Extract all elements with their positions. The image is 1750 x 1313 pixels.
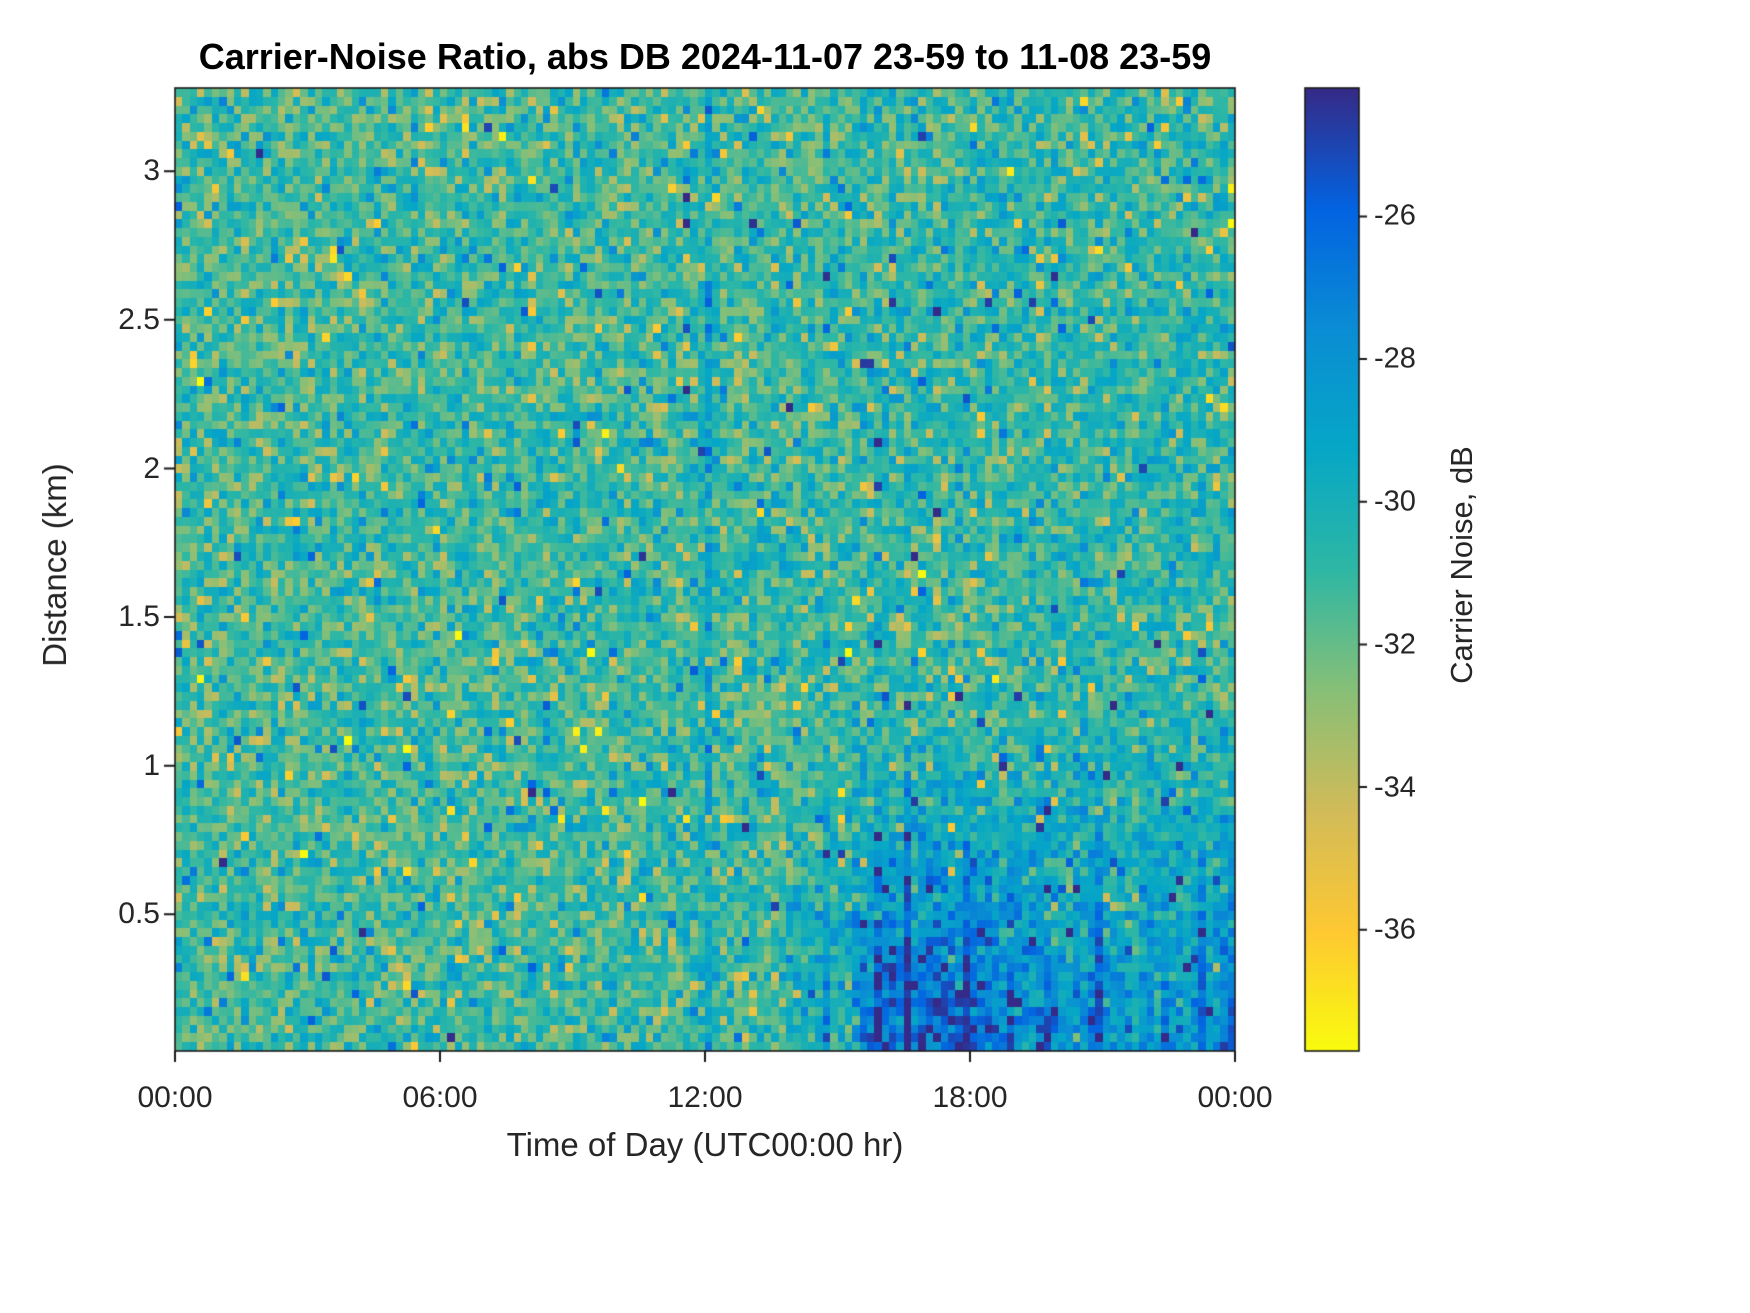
y-axis-label: Distance (km) <box>36 463 73 667</box>
x-axis-label: Time of Day (UTC00:00 hr) <box>506 1126 904 1163</box>
colorbar-tick-label: -32 <box>1374 628 1416 661</box>
colorbar-label: Carrier Noise, dB <box>1444 446 1479 684</box>
y-tick-label: 1.5 <box>118 600 160 633</box>
colorbar-tick-label: -30 <box>1374 485 1416 518</box>
x-tick-label: 00:00 <box>1197 1081 1273 1114</box>
colorbar-tick-label: -34 <box>1374 771 1416 804</box>
y-tick-label: 3 <box>143 154 160 187</box>
colorbar-tick-label: -28 <box>1374 342 1416 375</box>
x-tick-label: 00:00 <box>137 1081 213 1114</box>
x-tick-label: 18:00 <box>932 1081 1008 1114</box>
y-tick-label: 2.5 <box>118 303 160 336</box>
chart-title: Carrier-Noise Ratio, abs DB 2024-11-07 2… <box>198 36 1212 77</box>
x-tick-label: 06:00 <box>402 1081 478 1114</box>
y-tick-label: 0.5 <box>118 897 160 930</box>
colorbar-tick-label: -36 <box>1374 913 1416 946</box>
y-tick-label: 1 <box>143 749 160 782</box>
x-tick-label: 12:00 <box>667 1081 743 1114</box>
y-tick-label: 2 <box>143 452 160 485</box>
colorbar-tick-label: -26 <box>1374 199 1416 232</box>
